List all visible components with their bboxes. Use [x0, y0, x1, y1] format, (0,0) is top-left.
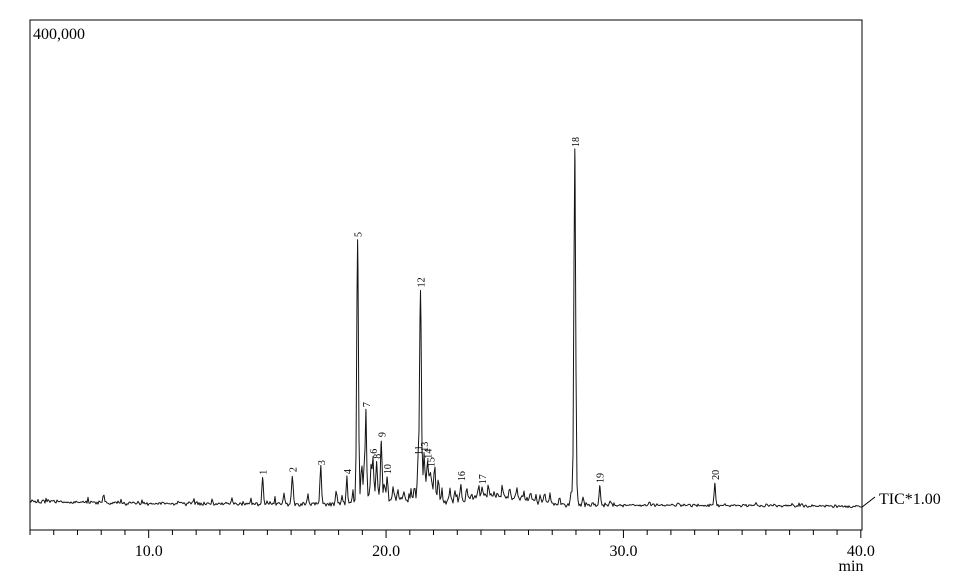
peak-label-6: 6 [369, 449, 380, 454]
peak-label-1: 1 [259, 470, 270, 475]
y-fullscale-label: 400,000 [33, 26, 85, 43]
x-tick-label-10.0: 10.0 [135, 543, 163, 560]
peak-label-5: 5 [354, 232, 365, 237]
trace-label: TIC*1.00 [879, 491, 941, 508]
peak-label-4: 4 [343, 469, 354, 474]
peak-label-2: 2 [288, 467, 299, 472]
peak-label-12: 12 [416, 277, 427, 287]
peak-label-15: 15 [426, 457, 437, 467]
peak-label-18: 18 [571, 137, 582, 147]
peak-label-11: 11 [414, 445, 425, 455]
tic-trace [29, 148, 862, 509]
peak-label-7: 7 [362, 402, 373, 407]
peak-label-8: 8 [373, 454, 384, 459]
x-tick-label-40.0: 40.0 [847, 543, 875, 560]
x-tick-label-30.0: 30.0 [609, 543, 637, 560]
x-unit-label: min [839, 558, 864, 575]
peak-label-17: 17 [478, 474, 489, 484]
peak-label-20: 20 [711, 470, 722, 480]
peak-label-16: 16 [457, 471, 468, 481]
x-tick-label-20.0: 20.0 [372, 543, 400, 560]
peak-label-14: 14 [424, 449, 435, 459]
peak-label-10: 10 [383, 464, 394, 474]
peak-label-19: 19 [596, 473, 607, 483]
plot-frame [29, 19, 863, 531]
trace-label-leader-line [861, 496, 876, 508]
peak-label-9: 9 [377, 432, 388, 437]
peak-label-13: 13 [420, 442, 431, 452]
peak-label-3: 3 [317, 460, 328, 465]
